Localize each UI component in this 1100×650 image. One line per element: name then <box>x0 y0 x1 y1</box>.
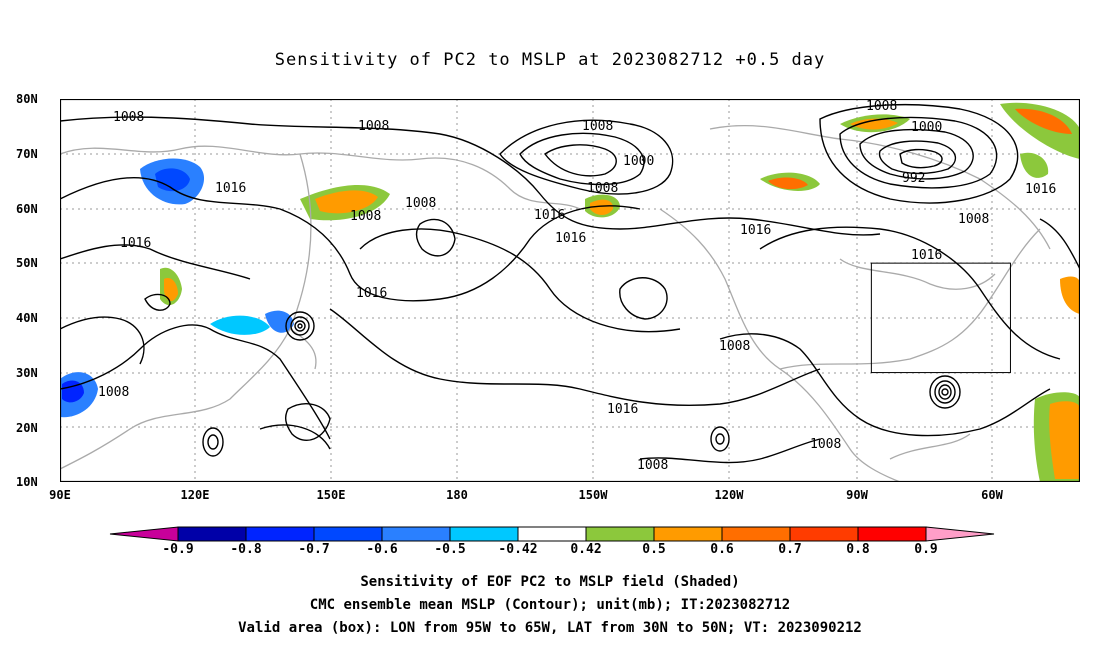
lon-label: 120W <box>714 488 744 502</box>
contour-label: 1016 <box>555 231 586 246</box>
lat-label: 60N <box>16 202 38 216</box>
colorbar-cell <box>585 526 655 542</box>
contour-label: 1016 <box>120 236 151 251</box>
colorbar-tick-label: -0.7 <box>298 542 330 557</box>
contour-label: 1016 <box>911 248 942 263</box>
lon-label: 150E <box>316 488 346 502</box>
lat-label: 80N <box>16 92 38 106</box>
contour-label: 1000 <box>911 120 942 135</box>
contour-label: 1008 <box>98 385 129 400</box>
colorbar <box>109 526 995 542</box>
colorbar-tick-label: -0.6 <box>366 542 398 557</box>
gridlines <box>60 99 1080 482</box>
colorbar-cell <box>449 526 519 542</box>
colorbar-extend-low <box>109 526 179 542</box>
contour-label: 1008 <box>866 99 897 114</box>
colorbar-tick-label: 0.6 <box>710 542 734 557</box>
contour-label: 1008 <box>582 119 613 134</box>
contour-label: 1008 <box>113 110 144 125</box>
colorbar-cell <box>517 526 587 542</box>
colorbar-cell <box>381 526 451 542</box>
lon-label: 90W <box>846 488 868 502</box>
colorbar-cell <box>721 526 791 542</box>
contour-label: 1008 <box>637 458 668 473</box>
colorbar-extend-high <box>925 526 995 542</box>
lat-label: 20N <box>16 421 38 435</box>
colorbar-cell <box>653 526 723 542</box>
footer-line-3: Valid area (box): LON from 95W to 65W, L… <box>238 620 862 636</box>
contour-label: 1016 <box>740 223 771 238</box>
colorbar-tick-label: 0.42 <box>570 542 602 557</box>
contour-label: 1000 <box>623 154 654 169</box>
colorbar-tick-label: -0.8 <box>230 542 262 557</box>
map-plot: 1008 1008 1008 1008 1016 1008 1008 1000 … <box>60 99 1080 482</box>
colorbar-tick-label: 0.5 <box>642 542 666 557</box>
contour-label: 1016 <box>356 286 387 301</box>
contour-label: 1016 <box>1025 182 1056 197</box>
contour-label: 1016 <box>534 208 565 223</box>
lat-label: 10N <box>16 475 38 489</box>
footer-line-2: CMC ensemble mean MSLP (Contour); unit(m… <box>309 597 791 613</box>
colorbar-cell <box>177 526 247 542</box>
colorbar-cell <box>789 526 859 542</box>
contour-label: 1016 <box>607 402 638 417</box>
colorbar-tick-label: -0.9 <box>162 542 194 557</box>
lat-label: 40N <box>16 311 38 325</box>
contour-label: 1008 <box>405 196 436 211</box>
map-frame <box>60 99 1080 482</box>
contour-label: 1008 <box>810 437 841 452</box>
contour-labels: 1008 1008 1008 1008 1016 1008 1008 1000 … <box>98 99 1056 473</box>
contour-label: 1008 <box>719 339 750 354</box>
lat-label: 70N <box>16 147 38 161</box>
lon-label: 90E <box>49 488 71 502</box>
contour-label: 1008 <box>350 209 381 224</box>
contour-label: 1008 <box>358 119 389 134</box>
sensitivity-shading <box>60 102 1080 482</box>
colorbar-tick-label: 0.8 <box>846 542 870 557</box>
lon-label: 150W <box>578 488 608 502</box>
colorbar-cell <box>245 526 315 542</box>
mslp-contours <box>60 104 1080 464</box>
colorbar-tick-label: -0.5 <box>434 542 466 557</box>
colorbar-cell <box>313 526 383 542</box>
colorbar-tick-label: 0.9 <box>914 542 938 557</box>
contour-label: 1016 <box>215 181 246 196</box>
valid-area-box <box>870 262 1011 374</box>
lon-label: 120E <box>180 488 210 502</box>
lat-label: 50N <box>16 256 38 270</box>
contour-label: 1008 <box>958 212 989 227</box>
colorbar-tick-label: 0.7 <box>778 542 802 557</box>
colorbar-cell <box>857 526 927 542</box>
contour-label: 992 <box>902 171 925 186</box>
footer-line-1: Sensitivity of EOF PC2 to MSLP field (Sh… <box>360 574 740 590</box>
lon-label: 180 <box>446 488 468 502</box>
lon-label: 60W <box>981 488 1003 502</box>
colorbar-tick-label: -0.42 <box>498 542 538 557</box>
contour-label: 1008 <box>587 181 618 196</box>
coastlines <box>60 124 1051 482</box>
map-title: Sensitivity of PC2 to MSLP at 2023082712… <box>274 50 826 70</box>
lat-label: 30N <box>16 366 38 380</box>
